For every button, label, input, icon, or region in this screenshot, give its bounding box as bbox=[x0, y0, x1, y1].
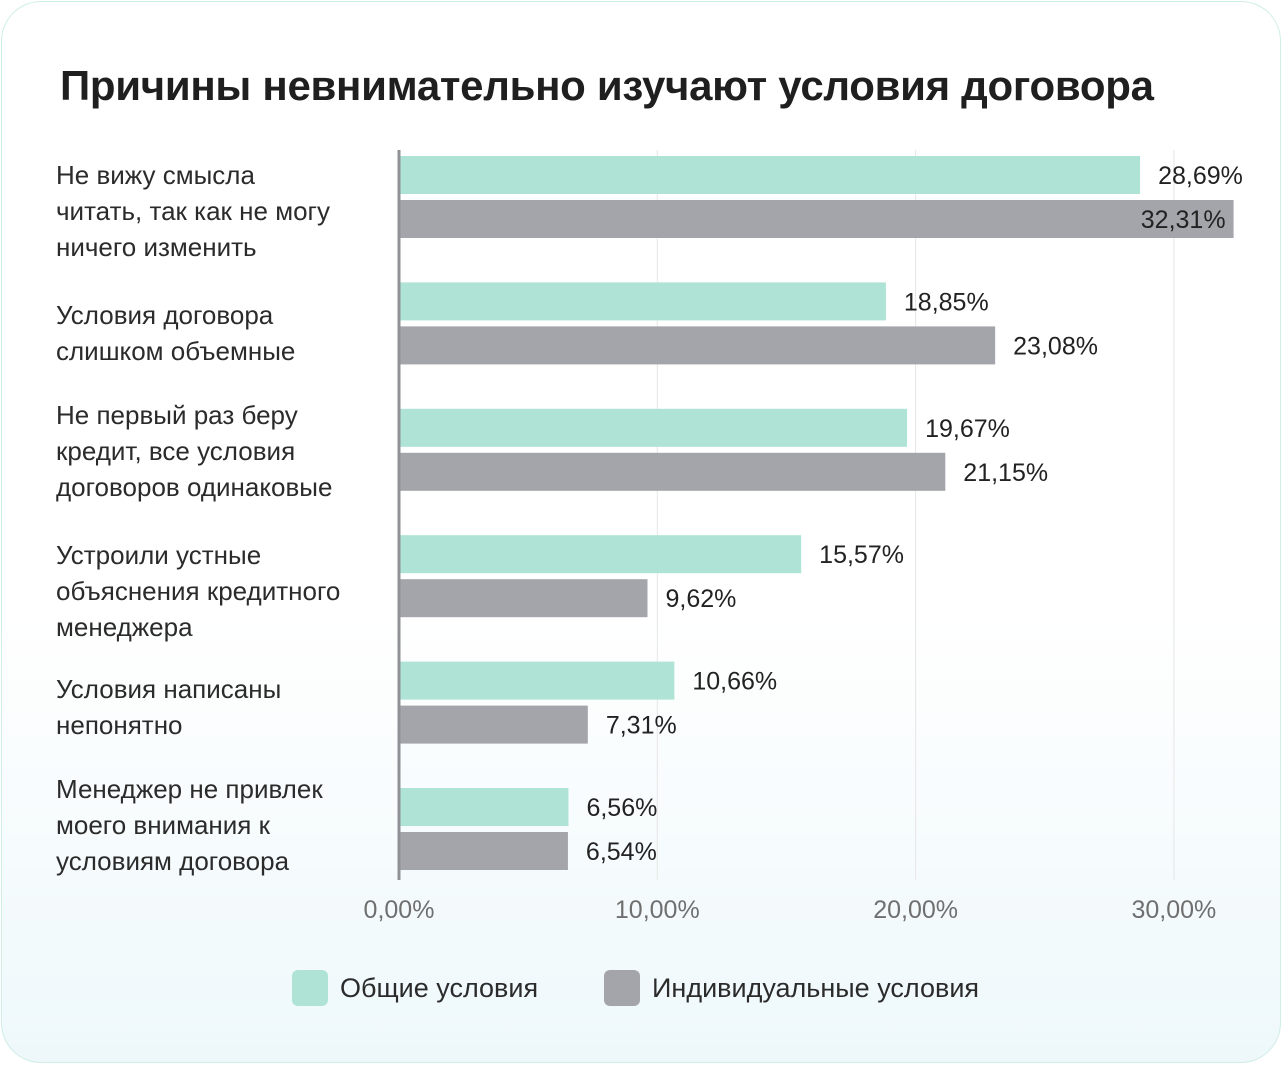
chart-title: Причины невнимательно изучают условия до… bbox=[60, 62, 1154, 109]
x-tick-label-0: 0,00% bbox=[364, 896, 435, 924]
bar-general-5 bbox=[399, 788, 569, 826]
bar-general-2 bbox=[399, 408, 908, 447]
category-label-1: Условия договора слишком объемные bbox=[56, 300, 296, 366]
legend-item-individual: Индивидуальные условия bbox=[604, 968, 979, 1008]
value-label-general-5: 6,56% bbox=[586, 794, 657, 822]
category-label-0: Не вижу смысла читать, так как не могу н… bbox=[56, 160, 331, 262]
legend-swatch-general bbox=[292, 970, 328, 1006]
legend-label-general: Общие условия bbox=[340, 972, 539, 1003]
x-tick-label-3: 30,00% bbox=[1132, 896, 1217, 924]
value-label-individual-1: 23,08% bbox=[1013, 332, 1098, 360]
value-label-general-0: 28,69% bbox=[1158, 162, 1243, 190]
bar-individual-4 bbox=[399, 705, 588, 744]
bar-general-3 bbox=[399, 535, 802, 574]
legend-item-general: Общие условия bbox=[292, 968, 538, 1008]
value-label-individual-5: 6,54% bbox=[586, 838, 657, 866]
value-label-general-3: 15,57% bbox=[819, 541, 904, 569]
legend-swatch-individual bbox=[604, 970, 640, 1006]
bar-individual-0 bbox=[399, 200, 1234, 238]
bar-chart-plot: 28,69% 32,31% 18,85% 23,08% 19,67% 21,15% 15,5… bbox=[364, 150, 1243, 924]
value-label-individual-3: 9,62% bbox=[665, 585, 736, 613]
x-tick-label-1: 10,00% bbox=[615, 896, 700, 924]
bar-individual-3 bbox=[399, 579, 648, 618]
bar-individual-5 bbox=[399, 832, 568, 870]
category-label-4: Условия написаны непонятно bbox=[56, 674, 282, 740]
bar-individual-1 bbox=[399, 326, 996, 365]
bar-general-4 bbox=[399, 661, 675, 700]
bar-general-0 bbox=[399, 156, 1141, 194]
value-label-general-2: 19,67% bbox=[925, 415, 1010, 443]
value-label-individual-0: 32,31% bbox=[1141, 206, 1226, 234]
legend-label-individual: Индивидуальные условия bbox=[652, 972, 980, 1003]
bar-individual-2 bbox=[399, 452, 946, 491]
bar-general-1 bbox=[399, 282, 886, 321]
category-label-3: Устроили устные объяснения кредитного ме… bbox=[56, 540, 341, 642]
x-tick-label-2: 20,00% bbox=[873, 896, 958, 924]
value-label-general-4: 10,66% bbox=[692, 668, 777, 696]
value-label-individual-2: 21,15% bbox=[963, 459, 1048, 487]
value-label-individual-4: 7,31% bbox=[606, 712, 677, 740]
value-label-general-1: 18,85% bbox=[904, 288, 989, 316]
category-label-5: Менеджер не привлек моего внимания к усл… bbox=[56, 774, 323, 876]
category-label-2: Не первый раз беру кредит, все условия д… bbox=[56, 400, 333, 502]
